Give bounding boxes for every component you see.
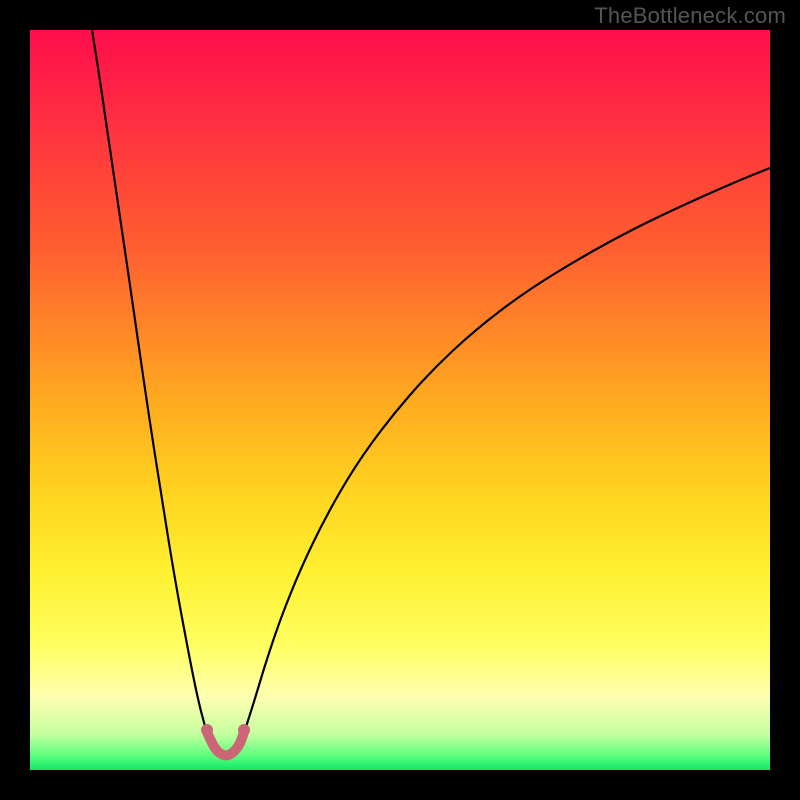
plot-area <box>30 30 770 770</box>
valley-endpoint-right <box>238 724 250 736</box>
valley-endpoint-left <box>201 724 213 736</box>
watermark-text: TheBottleneck.com <box>594 3 786 29</box>
stage: TheBottleneck.com <box>0 0 800 800</box>
plot-svg <box>30 30 770 770</box>
background-gradient <box>30 30 770 770</box>
